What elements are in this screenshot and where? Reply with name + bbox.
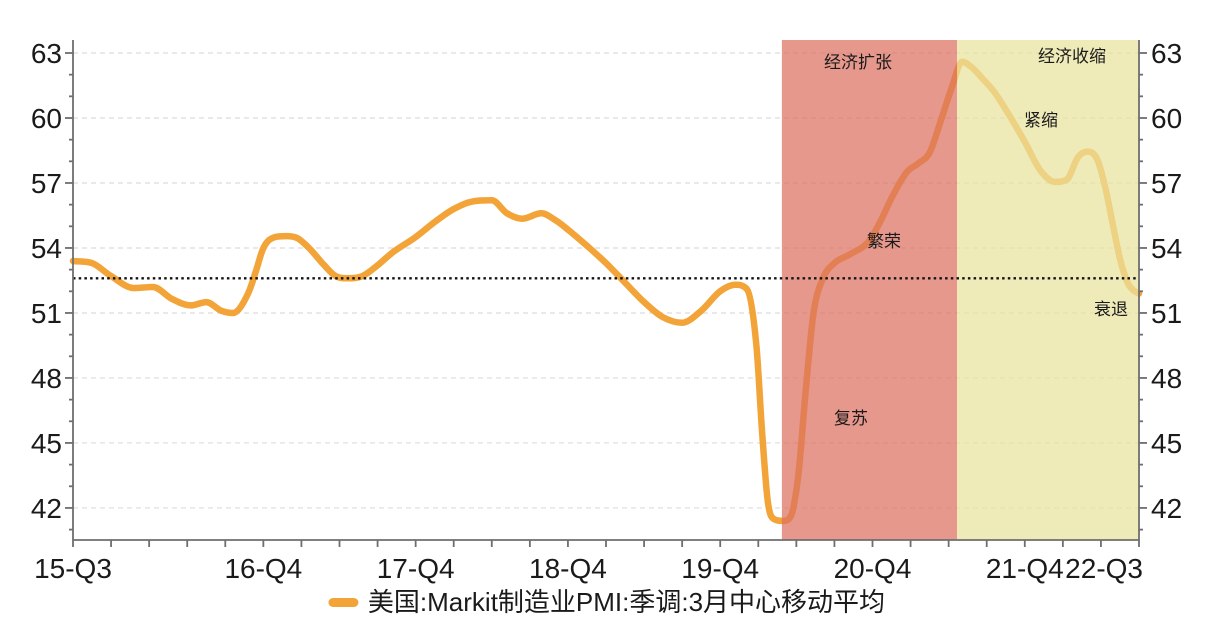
y-tick-label-right: 42 [1151,493,1182,524]
x-tick-label: 17-Q4 [377,553,455,584]
y-tick-label-right: 45 [1151,428,1182,459]
y-tick-label-left: 51 [31,298,62,329]
annotation-label: 紧缩 [1024,111,1058,130]
y-tick-label-right: 57 [1151,168,1182,199]
x-tick-label: 16-Q4 [224,553,302,584]
x-tick-label: 20-Q4 [834,553,912,584]
annotation-label: 经济扩张 [824,53,892,72]
y-tick-label-right: 63 [1151,38,1182,69]
annotation-label: 经济收缩 [1038,47,1106,66]
y-tick-label-left: 54 [31,233,62,264]
band-expansion [781,40,958,540]
x-tick-label: 21-Q4 [986,553,1064,584]
band-contraction [957,40,1139,540]
y-tick-label-left: 57 [31,168,62,199]
y-tick-label-left: 48 [31,363,62,394]
y-tick-label-right: 60 [1151,103,1182,134]
gridlines [73,52,1139,509]
axes [65,40,1147,547]
y-tick-label-right: 48 [1151,363,1182,394]
x-tick-label: 19-Q4 [681,553,759,584]
y-tick-label-left: 63 [31,38,62,69]
y-tick-label-right: 51 [1151,298,1182,329]
axis-labels: 63 63 60 60 57 57 54 54 51 51 48 48 45 45 42 42 15-Q3 16-… [31,38,1182,584]
x-tick-label: 15-Q3 [34,553,112,584]
legend: 美国:Markit制造业PMI:季调:3月中心移动平均 [327,587,886,617]
x-tick-label: 18-Q4 [529,553,607,584]
x-tick-label: 22-Q3 [1065,553,1143,584]
y-tick-label-right: 54 [1151,233,1182,264]
y-tick-label-left: 60 [31,103,62,134]
y-tick-label-left: 45 [31,428,62,459]
legend-line-swatch [327,597,358,607]
y-tick-label-left: 42 [31,493,62,524]
annotation-label: 繁荣 [867,232,901,251]
annotation-label: 衰退 [1094,300,1128,319]
annotation-label: 复苏 [834,409,868,428]
legend-label: 美国:Markit制造业PMI:季调:3月中心移动平均 [367,587,886,617]
